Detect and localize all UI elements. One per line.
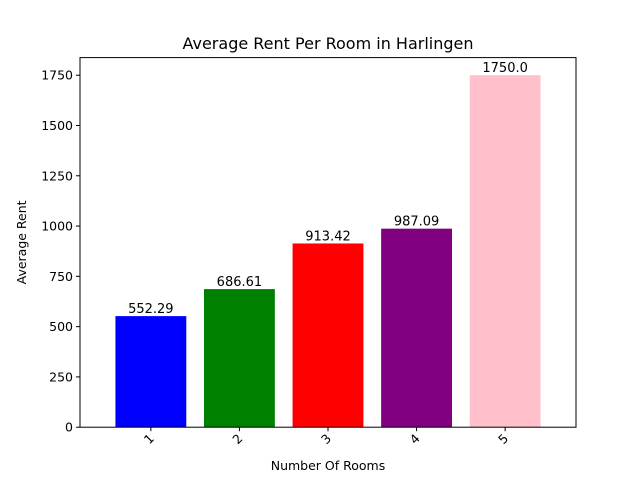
y-axis-label: Average Rent: [14, 200, 29, 284]
bar-4: [381, 228, 452, 428]
data-label-3: 913.42: [305, 229, 351, 244]
bar-2: [204, 289, 275, 428]
y-tick-label-250: 250: [49, 369, 73, 384]
data-label-1: 552.29: [128, 302, 174, 317]
y-tick-label-500: 500: [49, 319, 73, 334]
y-tick-label-1500: 1500: [41, 118, 73, 133]
data-labels-group: 552.29 686.61 913.42 987.09 1750.0: [128, 61, 528, 317]
y-axis-ticks: 0 250 500 750 1000 1250 1500 1750: [41, 68, 80, 435]
plot-frame: [79, 57, 577, 428]
bar-3: [292, 243, 364, 428]
y-tick-label-1000: 1000: [41, 219, 73, 234]
y-tick-label-1250: 1250: [41, 168, 73, 183]
data-label-4: 987.09: [394, 215, 440, 230]
y-tick-label-0: 0: [65, 420, 73, 435]
x-axis-label: Number Of Rooms: [271, 458, 386, 473]
y-tick-label-750: 750: [49, 269, 73, 284]
bars-group: [115, 75, 541, 428]
chart-title: Average Rent Per Room in Harlingen: [182, 34, 473, 53]
data-label-5: 1750.0: [482, 61, 528, 76]
bar-5: [469, 75, 541, 428]
data-label-2: 686.61: [217, 275, 263, 290]
y-tick-label-1750: 1750: [41, 68, 73, 83]
bar-1: [115, 316, 187, 428]
